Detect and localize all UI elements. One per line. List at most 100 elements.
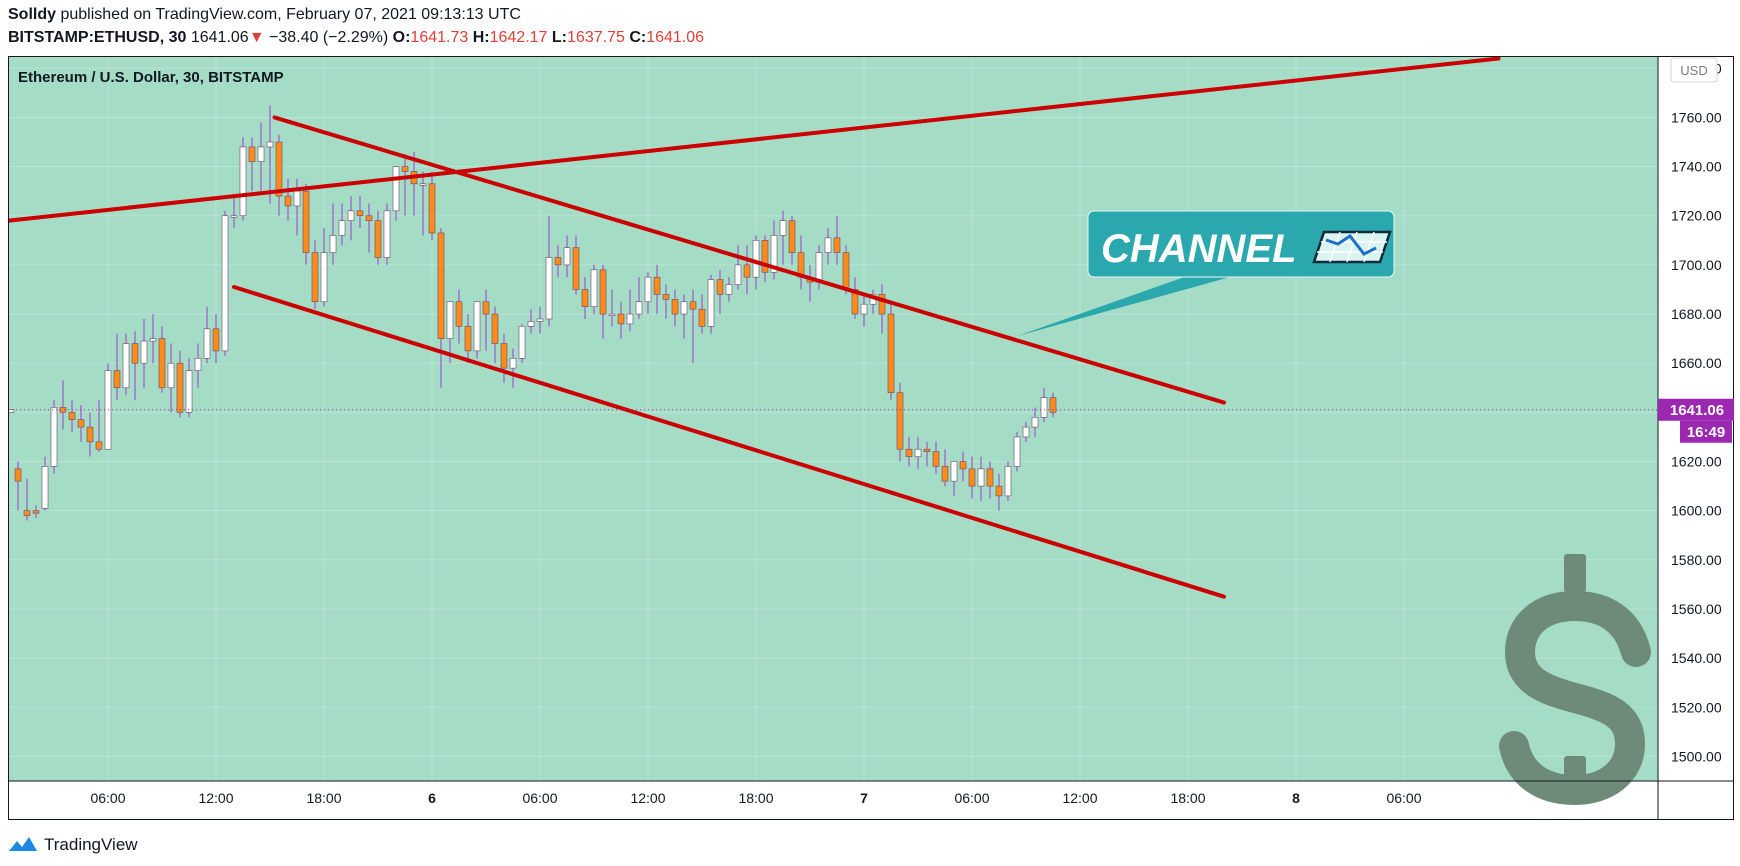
candle-body: [842, 252, 850, 290]
price-tick-label: 1700.00: [1671, 257, 1722, 273]
chart-frame[interactable]: CHANNEL Ethereum / U.S. Dollar, 30, BITS…: [8, 56, 1734, 820]
candle-body: [14, 468, 22, 482]
time-tick-label: 06:00: [522, 790, 557, 806]
candle-body: [95, 441, 103, 450]
candle: [482, 289, 490, 351]
candle: [896, 382, 904, 462]
candle-body: [959, 461, 967, 470]
candle-body: [221, 215, 229, 352]
currency-label[interactable]: USD: [1670, 57, 1718, 83]
candle-body: [1013, 436, 1021, 467]
candle-body: [194, 357, 202, 371]
candle-body: [689, 301, 697, 310]
candle-body: [590, 269, 598, 307]
candle-body: [644, 276, 652, 303]
candle-body: [257, 146, 265, 162]
candle: [455, 289, 463, 344]
candle: [1049, 392, 1057, 418]
svg-text:USD: USD: [1680, 63, 1707, 78]
candle-body: [140, 340, 148, 364]
candle: [212, 314, 220, 364]
price-tick-label: 1560.00: [1671, 601, 1722, 617]
candle: [401, 154, 409, 216]
channel-callout[interactable]: CHANNEL: [1017, 210, 1395, 337]
time-tick-label: 06:00: [90, 790, 125, 806]
candle-body: [68, 412, 76, 421]
candle-body: [896, 392, 904, 450]
candle-body: [608, 313, 616, 316]
candle-body: [986, 468, 994, 487]
candle: [995, 473, 1003, 511]
candle: [662, 284, 670, 319]
chart-title: Ethereum / U.S. Dollar, 30, BITSTAMP: [18, 69, 284, 86]
candle: [329, 203, 337, 265]
time-tick-label: 8: [1292, 790, 1300, 806]
candle: [788, 215, 796, 265]
candle-body: [248, 146, 256, 162]
candle-body: [707, 279, 715, 327]
time-tick-label: 18:00: [306, 790, 341, 806]
time-tick-label: 18:00: [738, 790, 773, 806]
candle-body: [635, 301, 643, 315]
candle: [563, 235, 571, 278]
candle: [923, 441, 931, 467]
candle: [680, 294, 688, 339]
candle: [833, 215, 841, 265]
candle-body: [374, 220, 382, 258]
candle-body: [761, 240, 769, 273]
candle: [194, 343, 202, 388]
trendline-channel-bottom: [232, 285, 1226, 599]
candle: [878, 284, 886, 334]
candle-body: [1031, 416, 1039, 428]
candle: [302, 183, 310, 265]
candle-body: [599, 269, 607, 315]
candle: [77, 404, 85, 442]
candle-body: [833, 237, 841, 253]
candle-body: [680, 301, 688, 315]
candle: [707, 274, 715, 334]
candle-body: [788, 220, 796, 253]
candle-body: [617, 313, 625, 325]
time-tick-label: 12:00: [198, 790, 233, 806]
candle: [149, 314, 157, 364]
candle-body: [851, 289, 859, 315]
time-tick-label: 6: [428, 790, 436, 806]
candle-body: [455, 301, 463, 327]
price-chart[interactable]: CHANNEL Ethereum / U.S. Dollar, 30, BITS…: [8, 56, 1734, 820]
symbol-label: BITSTAMP:ETHUSD, 30: [8, 29, 187, 46]
candle: [473, 301, 481, 359]
candle: [338, 203, 346, 246]
candle: [725, 277, 733, 302]
candle: [572, 235, 580, 295]
plot-area[interactable]: [8, 56, 1658, 781]
price-tick-label: 1500.00: [1671, 748, 1722, 764]
low-value: 1637.75: [567, 29, 625, 46]
time-tick-label: 06:00: [1386, 790, 1421, 806]
candle: [1013, 432, 1021, 472]
trendlines[interactable]: [8, 56, 1501, 599]
price-tick-label: 1760.00: [1671, 109, 1722, 125]
candle: [41, 456, 49, 511]
candle-body: [572, 247, 580, 290]
candle-body: [815, 252, 823, 283]
candle-body: [203, 328, 211, 359]
candle-body: [653, 276, 661, 295]
author-name[interactable]: Solldy: [8, 6, 57, 23]
candle: [113, 333, 121, 401]
candle-body: [770, 235, 778, 273]
candle: [671, 289, 679, 327]
candle-body: [1004, 466, 1012, 497]
trendline-channel-top: [272, 115, 1226, 405]
candle-body: [158, 338, 166, 389]
candle: [266, 105, 274, 204]
published-text: published on TradingView.com, February 0…: [56, 6, 521, 23]
candle: [104, 363, 112, 450]
tradingview-brand[interactable]: TradingView: [8, 832, 138, 858]
last-price-badge: 1641.06: [1658, 398, 1734, 421]
candles: [8, 105, 1057, 521]
time-axis[interactable]: 06:00 12:00 18:00 6 06:00 12:00 18:00 7 06:00 12:…: [90, 790, 1421, 806]
candle: [50, 400, 58, 474]
brand-name: TradingView: [44, 835, 138, 854]
candle-body: [779, 220, 787, 236]
candle: [689, 289, 697, 364]
